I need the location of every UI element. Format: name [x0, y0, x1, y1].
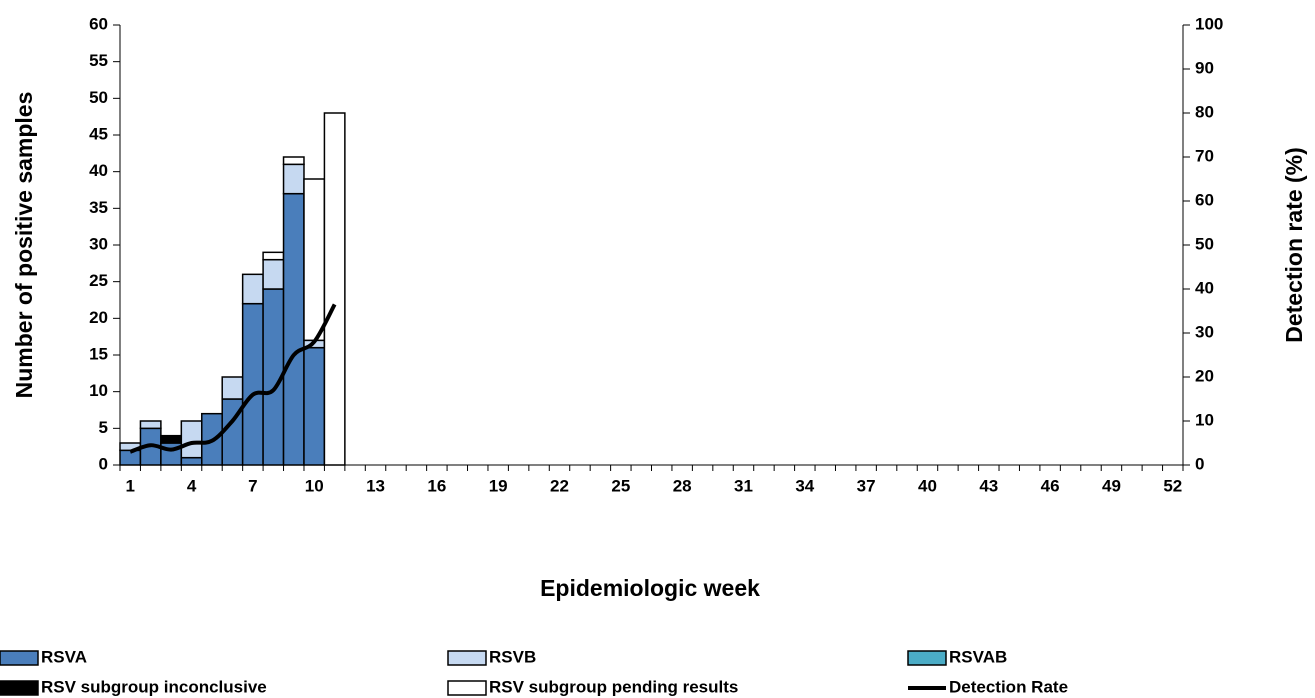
legend-label: RSVA [41, 647, 87, 666]
y-tick-label: 5 [99, 418, 108, 437]
bar-segment [241, 273, 264, 305]
y2-tick-label: 50 [1195, 234, 1214, 253]
x-tick-label: 25 [611, 476, 630, 495]
y2-tick-label: 90 [1195, 58, 1214, 77]
legend-swatch [907, 650, 947, 666]
y-tick-label: 20 [89, 308, 108, 327]
x-tick-label: 13 [366, 476, 385, 495]
bar-segment [221, 376, 244, 400]
x-tick-label: 4 [187, 476, 197, 495]
rate-line [129, 303, 337, 454]
y-axis-title: Number of positive samples [11, 92, 37, 399]
y-tick-label: 35 [89, 198, 108, 217]
y2-tick-label: 80 [1195, 102, 1214, 121]
y-tick-label: 45 [89, 124, 108, 143]
y2-tick-label: 30 [1195, 322, 1214, 341]
bar-segment [119, 449, 142, 466]
x-tick-label: 37 [857, 476, 876, 495]
y-tick-label: 25 [89, 271, 108, 290]
y2-tick-label: 40 [1195, 278, 1214, 297]
bar-segment [139, 420, 162, 430]
bar-segment [262, 251, 285, 261]
x-tick-label: 16 [427, 476, 446, 495]
x-tick-label: 49 [1102, 476, 1121, 495]
legend-label: RSV subgroup inconclusive [41, 677, 267, 696]
x-tick-label: 22 [550, 476, 569, 495]
y-tick-label: 40 [89, 161, 108, 180]
y2-tick-label: 10 [1195, 410, 1214, 429]
legend-swatch [447, 650, 487, 666]
y2-axis-title: Detection rate (%) [1281, 147, 1307, 343]
x-tick-label: 10 [305, 476, 324, 495]
bar-segment [282, 192, 305, 466]
bar-segment [303, 178, 326, 342]
legend-label: RSVAB [949, 647, 1007, 666]
y-tick-label: 60 [89, 14, 108, 33]
y-tick-label: 55 [89, 51, 108, 70]
x-tick-label: 34 [795, 476, 814, 495]
y2-tick-label: 0 [1195, 454, 1204, 473]
x-tick-label: 28 [673, 476, 692, 495]
x-axis-title: Epidemiologic week [540, 575, 760, 601]
bar-segment [160, 434, 183, 444]
y-tick-label: 10 [89, 381, 108, 400]
y-tick-label: 15 [89, 344, 108, 363]
legend-swatch [447, 680, 487, 696]
y2-tick-label: 60 [1195, 190, 1214, 209]
bar-segment [282, 163, 305, 195]
x-tick-label: 52 [1163, 476, 1182, 495]
x-tick-label: 43 [979, 476, 998, 495]
x-tick-label: 1 [125, 476, 134, 495]
legend-swatch [0, 650, 39, 666]
legend-label: RSV subgroup pending results [489, 677, 738, 696]
bar-segment [323, 112, 346, 466]
y-tick-label: 50 [89, 88, 108, 107]
bar-segment [180, 456, 203, 466]
y-tick-label: 0 [99, 454, 108, 473]
legend-label: Detection Rate [949, 677, 1068, 696]
y-tick-label: 30 [89, 234, 108, 253]
y2-tick-label: 70 [1195, 146, 1214, 165]
x-tick-label: 19 [489, 476, 508, 495]
y2-tick-label: 20 [1195, 366, 1214, 385]
legend-label: RSVB [489, 647, 536, 666]
bar-segment [262, 258, 285, 290]
x-tick-label: 46 [1041, 476, 1060, 495]
bar-segment [241, 302, 264, 466]
bar-segment [303, 346, 326, 466]
bar-segment [180, 420, 203, 459]
x-tick-label: 31 [734, 476, 753, 495]
y2-tick-label: 100 [1195, 14, 1223, 33]
x-tick-label: 40 [918, 476, 937, 495]
x-tick-label: 7 [248, 476, 257, 495]
bar-segment [282, 156, 305, 166]
legend-swatch [0, 680, 39, 696]
